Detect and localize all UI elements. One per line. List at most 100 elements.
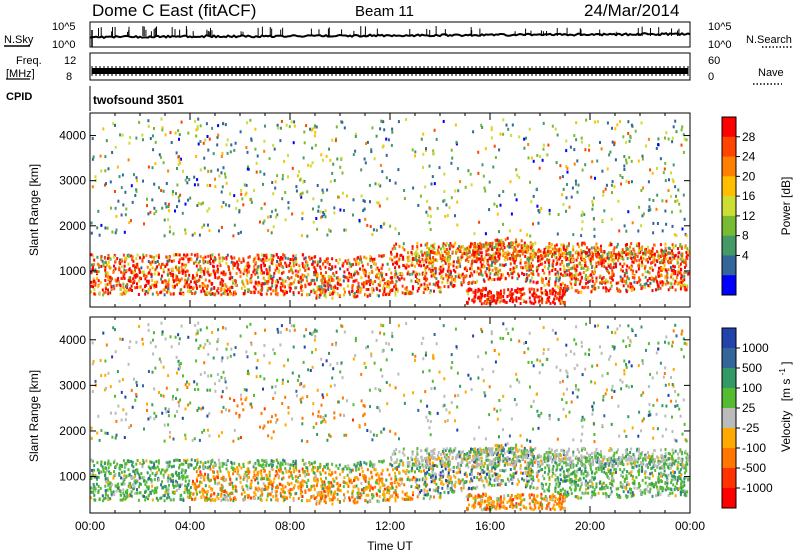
velocity-cell: [180, 462, 183, 466]
power-cell: [395, 254, 398, 258]
power-cell: [455, 265, 458, 269]
power-cell: [276, 292, 279, 295]
power-cell: [532, 194, 535, 198]
power-cell: [474, 295, 477, 299]
power-cell: [671, 252, 674, 256]
power-cell: [213, 286, 216, 289]
power-cell: [390, 252, 393, 256]
power-cell: [604, 281, 607, 285]
power-cell: [192, 286, 195, 290]
power-cell: [677, 281, 680, 285]
power-cell: [660, 248, 663, 252]
power-cell: [562, 202, 565, 206]
power-cell: [184, 231, 187, 235]
power-cell: [572, 233, 575, 237]
power-cell: [233, 290, 236, 294]
power-cell: [510, 212, 513, 216]
power-cell: [131, 200, 134, 204]
power-cell: [448, 206, 451, 210]
power-cell: [557, 248, 560, 252]
velocity-cell: [284, 467, 287, 471]
power-cell: [315, 290, 318, 294]
power-cell: [339, 208, 342, 212]
power-cell: [188, 257, 191, 261]
power-cell: [440, 247, 442, 251]
power-cell: [315, 296, 318, 300]
power-cell: [682, 193, 685, 197]
power-cell: [477, 295, 480, 299]
power-cell: [279, 126, 282, 130]
power-cell: [426, 287, 429, 291]
power-cell: [381, 278, 384, 282]
power-cell: [450, 161, 453, 165]
power-cell: [122, 282, 125, 286]
power-cell: [91, 157, 94, 161]
power-cell: [548, 272, 551, 276]
power-cell: [671, 178, 674, 182]
power-cell: [567, 265, 570, 269]
power-cell: [292, 254, 295, 258]
power-cell: [364, 270, 367, 274]
power-cell: [389, 290, 392, 294]
power-cell: [499, 132, 502, 136]
power-cell: [195, 271, 198, 275]
power-cell: [655, 259, 658, 263]
power-cell: [167, 268, 170, 272]
power-cell: [146, 204, 148, 208]
power-cell: [382, 284, 385, 288]
power-cell: [420, 250, 423, 254]
power-cell: [178, 260, 181, 264]
power-cell: [605, 278, 608, 282]
power-cell: [115, 228, 118, 232]
power-cell: [647, 180, 650, 184]
power-cell: [234, 292, 237, 296]
power-cell: [324, 215, 327, 219]
velocity-cell: [263, 476, 266, 480]
power-cell: [621, 248, 624, 252]
power-cell: [648, 205, 651, 209]
power-cell: [502, 273, 504, 277]
power-xticks: [89, 113, 691, 307]
power-cell: [249, 277, 252, 281]
power-cell: [123, 272, 126, 276]
power-cell: [593, 266, 596, 270]
power-cell: [145, 279, 148, 283]
power-cell: [322, 262, 324, 266]
power-cell: [339, 267, 342, 271]
power-cell: [641, 260, 643, 264]
power-cell: [518, 290, 521, 294]
power-cell: [465, 274, 468, 278]
power-cell: [195, 128, 198, 132]
power-cell: [107, 292, 110, 296]
power-cell: [502, 295, 505, 298]
noise-line: [89, 32, 691, 40]
power-cell: [649, 251, 652, 255]
power-cell: [274, 292, 277, 296]
power-cell: [153, 182, 156, 186]
power-cell: [601, 279, 603, 283]
power-cell: [221, 152, 224, 155]
power-cell: [265, 292, 268, 296]
power-cell: [657, 143, 660, 147]
power-cell: [381, 263, 384, 267]
power-cell: [369, 200, 371, 204]
power-cell: [117, 199, 120, 203]
power-cell: [517, 272, 520, 276]
power-cell: [548, 277, 551, 281]
power-cell: [336, 287, 339, 290]
power-cell: [276, 174, 279, 178]
power-cell: [637, 249, 640, 253]
power-cell: [479, 298, 482, 302]
power-cell: [663, 264, 666, 267]
power-cell: [433, 275, 436, 279]
power-cell: [529, 234, 532, 238]
power-cell: [547, 267, 550, 271]
power-cell: [202, 256, 205, 260]
power-cell: [401, 291, 404, 295]
power-cell: [568, 273, 571, 277]
velocity-cell: [410, 485, 413, 489]
power-cell: [248, 255, 251, 259]
noise-left-tick-top: 10^5: [52, 21, 76, 33]
power-cell: [229, 290, 231, 294]
power-cell: [584, 148, 587, 152]
